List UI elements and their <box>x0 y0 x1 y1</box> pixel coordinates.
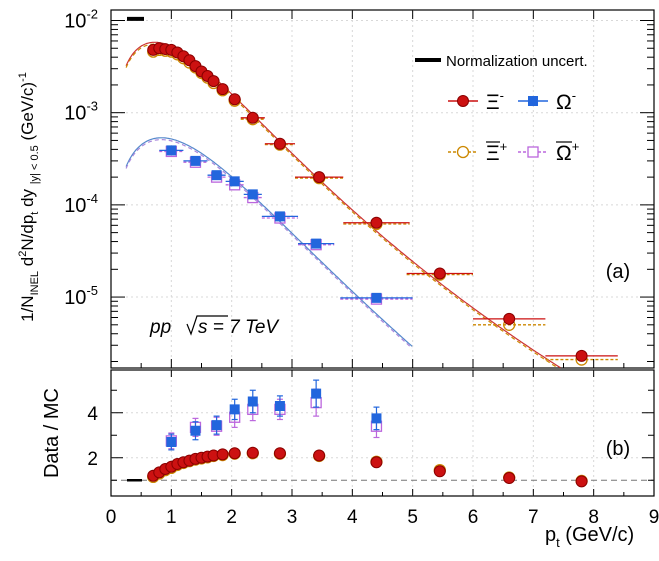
ratio-point-omega-minus <box>229 404 240 415</box>
spectra-point-omega-minus <box>211 170 222 181</box>
x-tick-label: 2 <box>226 507 237 528</box>
ratio-point-omega-minus <box>211 420 222 431</box>
x-tick-label: 5 <box>407 507 418 528</box>
annotation-energy: s = 7 TeV <box>198 317 280 338</box>
spectra-point-xi-minus <box>313 171 326 184</box>
ratio-point-xi-minus <box>503 472 516 484</box>
ratio-point-xi-minus <box>370 456 383 469</box>
spectra-y-tick-label: 10-5 <box>64 283 98 309</box>
x-tick-label: 9 <box>649 507 659 528</box>
ratio-point-omega-minus <box>311 388 322 399</box>
ratio-point-xi-minus <box>228 447 241 460</box>
spectra-point-xi-minus <box>207 75 220 88</box>
legend-xi-minus-label: Ξ- <box>486 88 504 114</box>
ratio-point-xi-minus <box>433 465 446 478</box>
fit-curve-omega-minus <box>125 137 413 347</box>
legend-omega-minus-marker <box>528 96 538 106</box>
x-axis-label: pt (GeV/c) <box>545 524 634 550</box>
spectra-point-xi-minus <box>273 137 286 150</box>
spectra-point-xi-minus <box>228 93 241 106</box>
legend-xi-plus-marker <box>456 145 470 159</box>
spectra-point-omega-minus <box>247 189 258 200</box>
spectra-y-tick-label: 10-4 <box>64 191 98 217</box>
legend-omega-plus-marker <box>527 146 539 158</box>
ratio-point-xi-minus <box>246 446 259 459</box>
spectra-point-xi-minus <box>370 216 383 229</box>
legend-norm-label: Normalization uncert. <box>446 53 588 70</box>
annotation-pp: pp <box>149 317 171 338</box>
legend-xi-plus-label: Ξ+ <box>486 139 507 165</box>
spectra-point-omega-minus <box>166 145 177 156</box>
spectra-y-tick-label: 10-2 <box>64 7 98 33</box>
panel-label-b: (b) <box>606 438 630 460</box>
ratio-panel: 0 1 2 3 4 5 6 7 8 9 2 4 (b) Data / MC pt (GeV/c) <box>41 369 659 550</box>
ratio-point-omega-minus <box>371 413 382 424</box>
ratio-points <box>147 379 588 488</box>
spectra-point-xi-minus <box>575 349 588 362</box>
x-tick-label: 6 <box>468 507 479 528</box>
ratio-point-xi-minus <box>273 447 286 460</box>
x-tick-label: 4 <box>347 507 358 528</box>
spectra-point-omega-minus <box>311 238 322 249</box>
spectra-point-omega-minus <box>229 176 240 187</box>
spectra-point-xi-minus <box>216 83 229 96</box>
spectra-points <box>147 42 618 366</box>
ratio-point-omega-minus <box>190 425 201 436</box>
ratio-y-axis-label: Data / MC <box>41 388 63 478</box>
x-tick-label: 3 <box>287 507 298 528</box>
panel-label-a: (a) <box>606 261 630 283</box>
spectra-point-omega-minus <box>371 292 382 303</box>
spectra-panel: 10-2 10-3 10-4 10-5 (a) pp s = 7 TeV Normal… <box>17 7 655 369</box>
legend-omega-minus-label: Ω- <box>556 88 576 114</box>
spectra-y-axis-label: 1/NINEL d2N/dpt dy |y| < 0.5 (GeV/c)-1 <box>17 72 41 322</box>
legend: Normalization uncert. Ξ- Ω- Ξ+ Ω+ <box>415 53 588 165</box>
spectra-point-omega-minus <box>274 211 285 222</box>
ratio-point-omega-minus <box>274 401 285 411</box>
ratio-point-omega-minus <box>247 396 258 407</box>
ratio-point-xi-minus <box>575 475 588 488</box>
ratio-point-xi-minus <box>216 448 229 461</box>
ratio-point-omega-minus <box>166 437 177 447</box>
spectra-point-xi-minus <box>246 111 259 124</box>
legend-xi-minus-marker <box>457 95 469 107</box>
x-tick-label: 1 <box>166 507 177 528</box>
x-tick-label: 7 <box>528 507 539 528</box>
ratio-y-tick-label: 4 <box>87 404 98 425</box>
spectra-y-tick-label: 10-3 <box>64 99 98 125</box>
pp-annotation: pp s = 7 TeV <box>149 315 280 338</box>
legend-omega-plus-label: Ω+ <box>556 139 579 165</box>
ratio-ticks: 0 1 2 3 4 5 6 7 8 9 2 4 <box>87 370 659 528</box>
spectra-point-xi-minus <box>433 267 446 280</box>
x-tick-label: 0 <box>106 507 117 528</box>
x-tick-label: 8 <box>588 507 599 528</box>
spectra-grid <box>111 10 654 368</box>
spectra-ticks: 10-2 10-3 10-4 10-5 <box>64 7 655 368</box>
spectra-point-omega-minus <box>190 155 201 166</box>
ratio-y-tick-label: 2 <box>87 449 98 470</box>
ratio-point-xi-minus <box>313 449 326 462</box>
sqrt-sign-icon <box>186 315 228 336</box>
spectra-point-xi-minus <box>503 312 516 325</box>
